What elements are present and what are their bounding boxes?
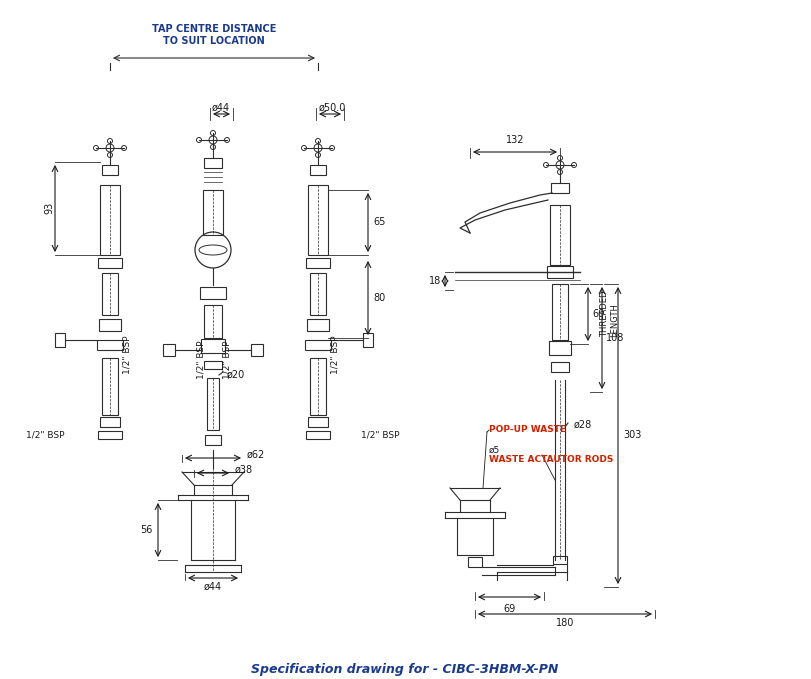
- Bar: [100, 417, 120, 427]
- Text: ø28: ø28: [574, 420, 592, 430]
- Bar: [551, 362, 569, 372]
- Bar: [201, 339, 225, 353]
- Bar: [163, 344, 175, 356]
- Text: POP-UP WASTE: POP-UP WASTE: [489, 426, 566, 435]
- Text: 1/2" BSP: 1/2" BSP: [361, 430, 399, 439]
- Bar: [102, 273, 118, 315]
- Text: 1/2" BSP: 1/2" BSP: [196, 341, 205, 380]
- Text: THREADED
LENGTH: THREADED LENGTH: [600, 291, 620, 337]
- Text: 65: 65: [373, 217, 385, 227]
- Bar: [308, 185, 328, 255]
- Bar: [251, 344, 263, 356]
- Bar: [550, 205, 570, 265]
- Bar: [102, 358, 118, 415]
- Text: ø38: ø38: [235, 465, 253, 475]
- Bar: [307, 319, 329, 331]
- Bar: [98, 258, 122, 268]
- Bar: [100, 185, 120, 255]
- Bar: [204, 361, 222, 369]
- Text: 93: 93: [44, 202, 54, 214]
- Text: 60: 60: [592, 309, 604, 319]
- Bar: [468, 557, 482, 567]
- Text: 56: 56: [140, 525, 153, 535]
- Text: 80: 80: [373, 293, 385, 303]
- Bar: [205, 435, 221, 445]
- Text: 132: 132: [506, 135, 524, 145]
- Bar: [308, 417, 328, 427]
- Bar: [305, 340, 331, 350]
- Bar: [553, 556, 567, 564]
- Bar: [551, 183, 569, 193]
- Text: 1/2" BSP: 1/2" BSP: [26, 430, 64, 439]
- Bar: [99, 319, 121, 331]
- Text: 1/2" BSP: 1/2" BSP: [223, 341, 232, 380]
- Bar: [207, 378, 219, 430]
- Bar: [200, 287, 226, 299]
- Text: ø44: ø44: [212, 103, 230, 113]
- Bar: [363, 333, 373, 347]
- Bar: [306, 431, 330, 439]
- Text: WASTE ACTAUTOR RODS: WASTE ACTAUTOR RODS: [489, 456, 613, 464]
- Text: 1/2" BSP: 1/2" BSP: [330, 335, 339, 374]
- Text: ø5: ø5: [489, 445, 500, 454]
- Text: 1/2" BSP: 1/2" BSP: [122, 335, 131, 374]
- Bar: [310, 358, 326, 415]
- Bar: [55, 333, 65, 347]
- Text: ø50.0: ø50.0: [318, 103, 345, 113]
- Bar: [97, 340, 123, 350]
- Text: 108: 108: [606, 333, 624, 343]
- Bar: [547, 266, 573, 278]
- Text: ø44: ø44: [204, 582, 222, 592]
- Text: 69: 69: [503, 604, 515, 614]
- Text: 303: 303: [623, 430, 642, 440]
- Bar: [552, 284, 568, 340]
- Text: Specification drawing for - CIBC-3HBM-X-PN: Specification drawing for - CIBC-3HBM-X-…: [251, 663, 559, 676]
- Bar: [204, 305, 222, 338]
- Text: ø62: ø62: [247, 450, 265, 460]
- Text: 180: 180: [556, 618, 574, 628]
- Text: 18: 18: [429, 276, 441, 286]
- Bar: [310, 165, 326, 175]
- Bar: [306, 258, 330, 268]
- Bar: [102, 165, 118, 175]
- Bar: [203, 190, 223, 235]
- Bar: [98, 431, 122, 439]
- Bar: [310, 273, 326, 315]
- Bar: [549, 341, 571, 355]
- Text: TAP CENTRE DISTANCE
TO SUIT LOCATION: TAP CENTRE DISTANCE TO SUIT LOCATION: [152, 24, 277, 46]
- Bar: [204, 158, 222, 168]
- Text: ø20: ø20: [227, 370, 245, 380]
